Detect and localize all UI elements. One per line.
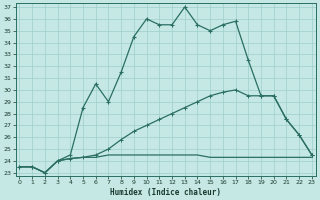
X-axis label: Humidex (Indice chaleur): Humidex (Indice chaleur) xyxy=(110,188,221,197)
